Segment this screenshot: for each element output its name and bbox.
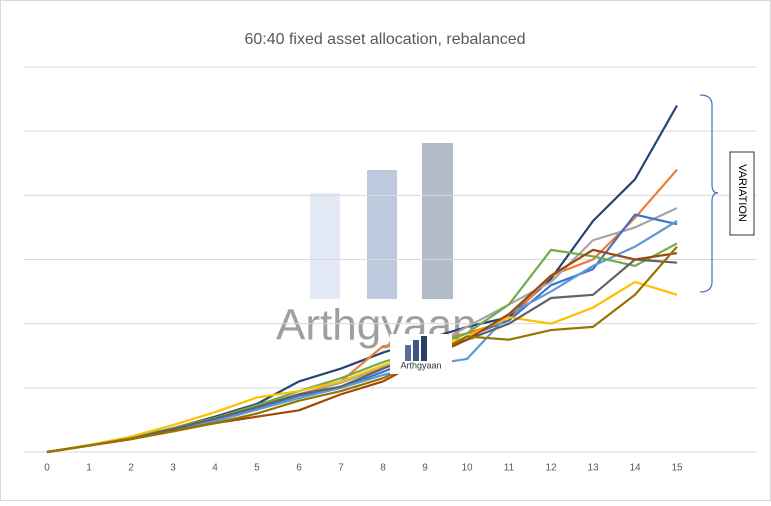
x-tick-label: 6 (296, 463, 302, 474)
series-line (46, 245, 678, 454)
x-tick-label: 4 (212, 463, 218, 474)
x-tick-label: 11 (504, 463, 515, 474)
series-line (46, 258, 678, 454)
x-tick-label: 0 (44, 463, 50, 474)
watermark: Arthgyaan (276, 143, 477, 350)
logo: Arthgyaan (390, 334, 452, 374)
x-tick-label: 8 (380, 463, 386, 474)
x-tick-label: 9 (422, 463, 428, 474)
variation-bracket (699, 94, 719, 293)
plot: 0 1 2 3 4 5 6 7 8 9 10 11 12 13 14 15 (24, 66, 757, 474)
watermark-bar (422, 143, 453, 299)
x-tick-label: 7 (338, 463, 344, 474)
x-tick-label: 3 (170, 463, 176, 474)
logo-bar (421, 336, 427, 361)
x-tick-label: 10 (461, 463, 473, 474)
x-tick-label: 12 (545, 463, 557, 474)
series-line (46, 280, 678, 454)
x-tick-label: 2 (128, 463, 134, 474)
watermark-bar (310, 193, 340, 299)
x-tick-label: 15 (671, 463, 683, 474)
logo-bar (413, 340, 419, 361)
x-tick-label: 14 (629, 463, 641, 474)
logo-bar (405, 345, 411, 361)
x-tick-label: 1 (86, 463, 92, 474)
watermark-bar (367, 170, 397, 299)
x-tick-label: 13 (587, 463, 599, 474)
logo-text: Arthgyaan (400, 360, 441, 370)
annotation: VARIATION (736, 164, 748, 222)
x-tick-label: 5 (254, 463, 260, 474)
annotation-box (729, 151, 755, 236)
chart-title: 60:40 fixed asset allocation, rebalanced (244, 31, 525, 48)
